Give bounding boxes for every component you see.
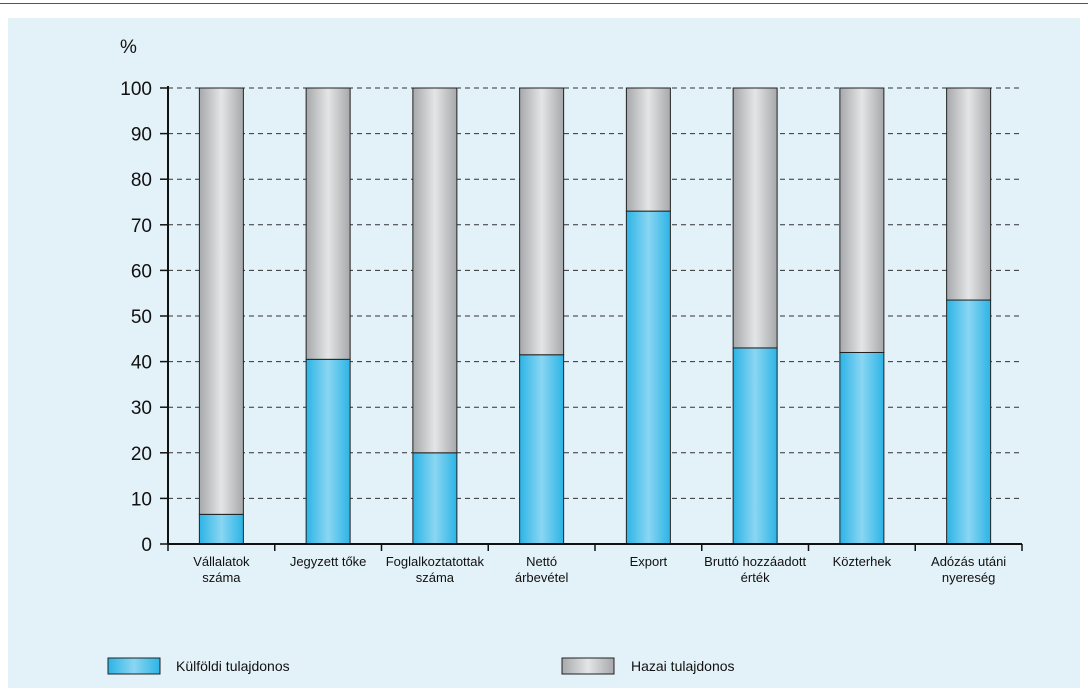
x-category-label: Bruttó hozzáadott érték (704, 554, 806, 585)
y-tick-label: 50 (131, 307, 152, 328)
legend-label: Hazai tulajdonos (631, 658, 735, 674)
bar-kulfoldi-tulajdonos (519, 354, 565, 545)
x-category-label: Nettó árbevétel (515, 554, 569, 585)
bar-kulfoldi-tulajdonos (839, 351, 885, 545)
bar-hazai-tulajdonos (519, 87, 565, 356)
y-tick-label: 100 (120, 79, 152, 100)
y-tick-label: 10 (131, 489, 152, 510)
bar-kulfoldi-tulajdonos (946, 299, 992, 545)
bar-kulfoldi-tulajdonos (305, 358, 351, 545)
y-tick-label: 60 (131, 261, 152, 282)
legend-swatch (107, 657, 161, 675)
x-category-label: Export (630, 554, 668, 569)
bar-hazai-tulajdonos (198, 87, 244, 515)
bar-hazai-tulajdonos (732, 87, 778, 349)
bar-hazai-tulajdonos (946, 87, 992, 301)
bar-kulfoldi-tulajdonos (412, 452, 458, 545)
top-rule (0, 3, 1088, 4)
bar-kulfoldi-tulajdonos (198, 513, 244, 545)
bar-hazai-tulajdonos (412, 87, 458, 454)
x-category-label: Közterhek (833, 554, 892, 569)
x-category-label: Vállalatok száma (193, 554, 250, 585)
legend-label: Külföldi tulajdonos (176, 658, 290, 674)
legend-swatch (561, 657, 615, 675)
x-category-label: Jegyzett tőke (290, 554, 367, 569)
y-tick-label: 20 (131, 444, 152, 465)
y-tick-label: 0 (141, 535, 152, 556)
y-tick-label: 40 (131, 353, 152, 374)
bar-hazai-tulajdonos (305, 87, 351, 360)
x-category-label: Foglalkoztatottak száma (386, 554, 485, 585)
y-tick-label: 90 (131, 125, 152, 146)
y-tick-label: 80 (131, 170, 152, 191)
y-axis-unit-label: % (120, 37, 137, 58)
bar-kulfoldi-tulajdonos (732, 347, 778, 545)
y-tick-label: 70 (131, 216, 152, 237)
bar-hazai-tulajdonos (625, 87, 671, 212)
bar-kulfoldi-tulajdonos (625, 210, 671, 545)
y-tick-label: 30 (131, 398, 152, 419)
bar-hazai-tulajdonos (839, 87, 885, 353)
x-category-label: Adózás utáni nyereség (931, 554, 1006, 585)
